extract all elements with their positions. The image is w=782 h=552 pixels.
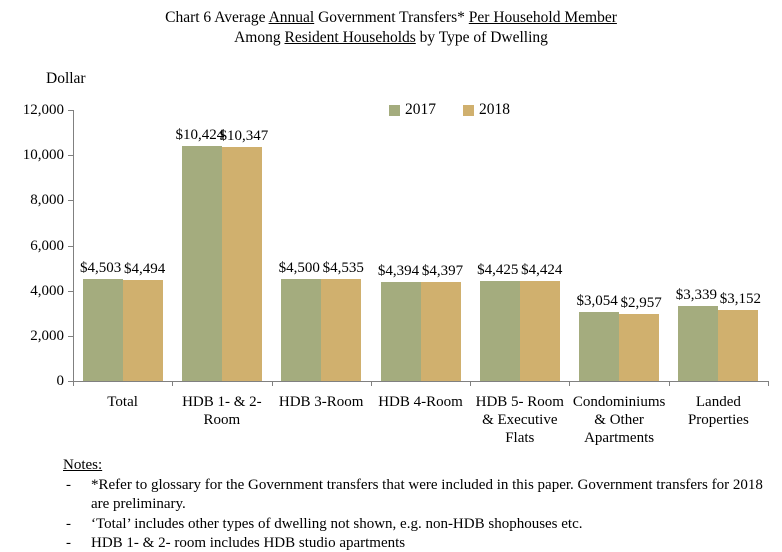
x-axis-category-label: Condominiums & Other Apartments [572, 394, 666, 446]
note-item-3: - HDB 1- & 2- room includes HDB studio ap… [63, 534, 775, 552]
x-axis-tick [271, 382, 273, 386]
bar-value-label-2018-3: $4,397 [421, 262, 464, 279]
x-axis-tick [668, 382, 670, 386]
bar-value-label-2018-4: $4,424 [521, 262, 563, 279]
bar-value-label-2018-1: $10,347 [219, 128, 269, 145]
bar-2018-0 [122, 279, 163, 381]
x-axis-tick [569, 382, 571, 386]
note-text: *Refer to glossary for the Government tr… [91, 476, 763, 513]
x-axis-category-label: HDB 3-Room [278, 394, 364, 410]
x-axis-tick [768, 382, 769, 386]
bar-2017-3 [380, 281, 421, 381]
notes-section: Notes: - *Refer to glossary for the Gover… [63, 456, 775, 552]
x-axis-category-label: HDB 1- & 2- Room [182, 394, 262, 428]
title-underlined-text: Annual [268, 9, 315, 26]
x-axis-tick [470, 382, 472, 386]
note-marker: - [66, 515, 71, 532]
y-axis-tick-label: 10,000 [22, 147, 64, 164]
bar-2017-5 [579, 312, 620, 381]
legend-item-2018: 2018 [463, 101, 510, 119]
note-marker: - [66, 476, 71, 493]
title-text: Government Transfers* [314, 9, 469, 26]
bar-2017-6 [678, 305, 719, 381]
bar-value-label-2017-3: $4,394 [377, 262, 420, 279]
bar-2017-1 [181, 145, 222, 381]
chart-legend: 2017 2018 [389, 101, 510, 119]
title-text: Among [234, 28, 285, 46]
x-axis-category-label: HDB 4-Room [378, 394, 463, 410]
title-underlined-text: Resident Households [284, 28, 416, 46]
bar-2018-6 [718, 309, 759, 381]
bar-value-label-2018-2: $4,535 [322, 259, 364, 276]
chart-title-line1: Chart 6 Average Annual Government Transf… [0, 8, 782, 28]
bar-value-label-2018-6: $3,152 [719, 290, 762, 307]
bar-value-label-2018-0: $4,494 [123, 260, 166, 277]
x-axis-tick [73, 382, 74, 386]
bar-value-label-2017-4: $4,425 [477, 262, 519, 279]
chart-title: Chart 6 Average Annual Government Transf… [0, 8, 782, 47]
y-axis-line [73, 110, 74, 382]
note-text: ‘Total’ includes other types of dwelling… [91, 515, 583, 532]
y-axis-tick-label: 8,000 [30, 192, 64, 209]
bar-2018-4 [519, 281, 560, 381]
bar-2018-1 [221, 147, 262, 381]
title-text: Chart 6 Average [165, 9, 269, 26]
bar-2018-5 [619, 314, 660, 381]
bar-2018-3 [420, 281, 461, 381]
bar-2017-0 [82, 279, 123, 381]
bar-value-label-2017-5: $3,054 [576, 293, 618, 309]
legend-label-2018: 2018 [479, 101, 510, 118]
title-underlined-text: Per Household Member [468, 9, 617, 26]
note-item-2: - ‘Total’ includes other types of dwellin… [63, 515, 775, 535]
y-axis-tick [68, 381, 73, 382]
y-axis-tick-label: 0 [56, 373, 65, 389]
notes-list: - *Refer to glossary for the Government t… [63, 476, 775, 552]
bar-2017-4 [479, 281, 520, 381]
x-axis-category-label: Total [107, 394, 138, 410]
legend-item-2017: 2017 [389, 101, 436, 119]
bar-value-label-2017-1: $10,424 [175, 126, 225, 143]
bar-2018-2 [321, 278, 362, 381]
y-axis-tick [68, 155, 73, 157]
y-axis-tick-label: 4,000 [30, 282, 64, 299]
x-axis-category-label: HDB 5- Room & Executive Flats [475, 394, 564, 446]
notes-heading: Notes: [63, 457, 103, 473]
legend-swatch-2018 [463, 104, 474, 116]
note-text: HDB 1- & 2- room includes HDB studio apa… [91, 535, 406, 551]
note-marker: - [66, 535, 71, 551]
legend-swatch-2017 [389, 104, 400, 116]
title-text: by Type of Dwelling [415, 28, 548, 46]
note-item-1: - *Refer to glossary for the Government t… [63, 476, 775, 515]
y-axis-tick-label: 6,000 [30, 237, 64, 254]
bar-value-label-2017-2: $4,500 [278, 260, 320, 277]
bar-value-label-2017-6: $3,339 [675, 286, 718, 303]
x-axis-tick [370, 382, 372, 386]
bar-value-label-2017-0: $4,503 [79, 260, 122, 277]
x-axis-category-label: Landed Properties [687, 394, 749, 428]
chart-title-line2: Among Resident Households by Type of Dwe… [0, 28, 782, 48]
y-axis-tick [68, 200, 73, 202]
bar-2017-2 [281, 279, 322, 381]
y-axis-tick [68, 290, 73, 292]
y-axis-tick [68, 245, 73, 247]
y-axis-tick-label: 12,000 [22, 102, 64, 118]
y-axis-tick [68, 335, 73, 337]
y-axis-title: Dollar [46, 70, 86, 87]
y-axis-tick [68, 110, 73, 111]
legend-label-2017: 2017 [405, 101, 436, 118]
x-axis-tick [172, 382, 174, 386]
x-axis-line [73, 381, 769, 382]
y-axis-tick-label: 2,000 [30, 327, 64, 344]
bar-value-label-2018-5: $2,957 [620, 295, 662, 312]
